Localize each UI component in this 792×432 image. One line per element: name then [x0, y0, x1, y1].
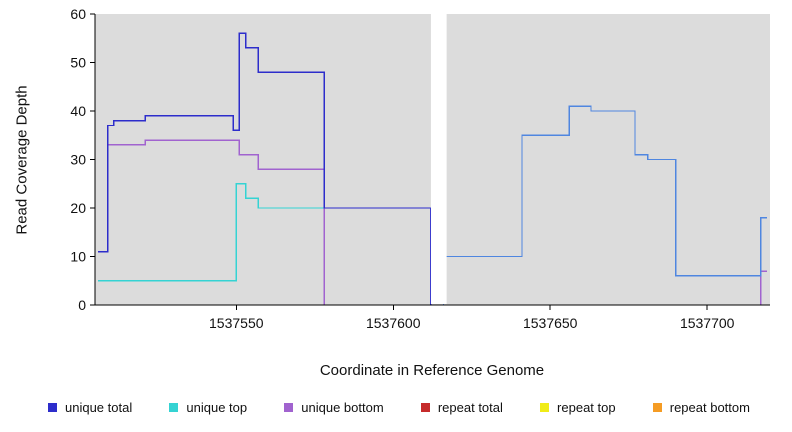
legend-item-repeat-top: repeat top: [540, 400, 616, 415]
legend-item-unique-bottom: unique bottom: [284, 400, 384, 415]
repeat-total-swatch-icon: [420, 403, 430, 412]
svg-text:30: 30: [70, 152, 86, 168]
legend-item-repeat-bottom: repeat bottom: [652, 400, 750, 415]
repeat-bottom-swatch-icon: [652, 403, 662, 412]
legend-label: unique top: [186, 400, 248, 415]
unique-bottom-swatch-icon: [284, 403, 294, 412]
svg-text:60: 60: [70, 6, 86, 22]
legend-label: unique total: [65, 400, 133, 415]
svg-text:0: 0: [78, 297, 86, 313]
svg-text:20: 20: [70, 200, 86, 216]
unique-top-swatch-icon: [169, 403, 179, 412]
svg-text:50: 50: [70, 55, 86, 71]
legend-label: unique bottom: [301, 400, 384, 415]
legend-item-unique-total: unique total: [48, 400, 132, 415]
svg-text:1537700: 1537700: [680, 315, 735, 331]
legend-label: repeat bottom: [669, 400, 750, 415]
y-axis-label: Read Coverage Depth: [13, 85, 31, 235]
unique-total-swatch-icon: [48, 403, 57, 412]
svg-text:40: 40: [70, 103, 86, 119]
legend-item-unique-top: unique top: [169, 400, 247, 415]
repeat-top-swatch-icon: [540, 403, 550, 412]
svg-text:1537650: 1537650: [523, 315, 578, 331]
svg-text:1537600: 1537600: [366, 315, 421, 331]
legend-label: repeat top: [557, 400, 616, 415]
x-axis-label: Coordinate in Reference Genome: [319, 362, 545, 379]
legend: unique total unique top unique bottom re…: [0, 400, 792, 415]
svg-text:10: 10: [70, 249, 86, 265]
coverage-plot: 0 10 20 30 40 50 60 1537550 1537600 1537650 153770…: [70, 6, 770, 331]
legend-label: repeat total: [437, 400, 503, 415]
svg-text:1537550: 1537550: [209, 315, 264, 331]
legend-item-repeat-total: repeat total: [420, 400, 503, 415]
